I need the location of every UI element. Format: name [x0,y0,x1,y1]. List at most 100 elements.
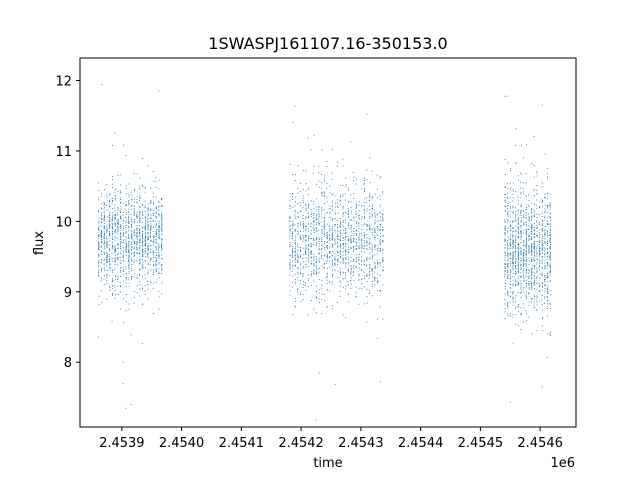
data-point [106,184,108,186]
data-point [549,241,551,243]
data-point [504,206,506,208]
data-point [355,206,357,208]
data-point [144,252,146,254]
data-point [525,242,527,244]
data-point [133,209,135,211]
data-point [114,249,116,251]
data-point [353,264,355,266]
data-point [318,262,320,263]
data-point [294,105,296,107]
data-point [289,290,291,292]
data-point [147,236,149,238]
data-point [136,235,138,237]
data-point [120,216,122,218]
data-point [156,249,157,251]
data-point [128,221,130,223]
data-point [145,228,146,230]
data-point [363,234,365,236]
data-point [353,246,354,248]
data-point [364,188,365,189]
data-point [342,215,344,217]
data-point [292,206,294,208]
data-point [347,212,349,214]
data-point [299,264,301,266]
data-point [549,248,551,250]
data-point [323,242,325,244]
data-point [117,256,119,258]
data-point [150,249,152,251]
data-point [307,279,309,281]
data-point [350,268,352,269]
data-point [324,217,326,219]
data-point [382,284,384,286]
data-point [291,249,293,251]
data-point [144,215,146,217]
data-point [158,233,160,235]
data-point [109,264,111,266]
data-point [98,242,100,244]
data-point [361,238,363,240]
data-point [313,264,315,266]
data-point [313,227,315,229]
data-point [326,245,328,247]
data-point [155,281,157,283]
data-point [520,234,522,236]
data-point [109,193,111,195]
data-point [520,247,522,249]
data-point [119,243,121,245]
data-point [340,253,342,255]
data-point [371,216,373,218]
data-point [523,253,524,255]
data-point [125,225,127,227]
data-point [371,248,373,250]
data-point [315,296,317,298]
data-point [364,259,365,261]
data-point [106,241,108,242]
data-point [114,245,116,247]
data-point [289,215,291,217]
data-point [509,313,511,315]
data-point [305,229,307,231]
data-point [318,245,320,247]
data-point [547,287,549,289]
data-point [536,213,538,215]
data-point [530,278,532,280]
data-point [525,268,527,270]
data-point [544,238,546,240]
data-point [353,193,355,195]
data-point [377,228,379,230]
data-point [103,208,105,210]
data-point [128,226,130,228]
data-point [128,218,129,220]
data-point [120,241,122,242]
data-point [342,314,344,316]
data-point [528,236,530,238]
data-point [358,274,360,276]
data-point [329,246,331,248]
data-point [344,239,346,241]
data-point [541,259,543,261]
data-point [509,401,511,403]
data-point [134,255,136,257]
data-point [334,383,336,385]
data-point [158,215,160,217]
data-point [300,271,302,273]
data-point [382,241,384,243]
data-point [546,216,548,218]
data-point [345,262,347,264]
data-point [152,219,154,221]
data-point [321,298,323,300]
data-point [348,239,350,241]
data-point [111,228,113,230]
data-point [347,213,349,215]
data-point [374,263,376,265]
data-point [289,274,291,276]
data-point [382,192,384,194]
data-point [368,225,370,226]
data-point [533,211,535,213]
data-point [302,275,304,277]
data-point [334,264,336,265]
data-point [316,216,318,218]
data-point [131,217,133,219]
data-point [517,283,519,285]
